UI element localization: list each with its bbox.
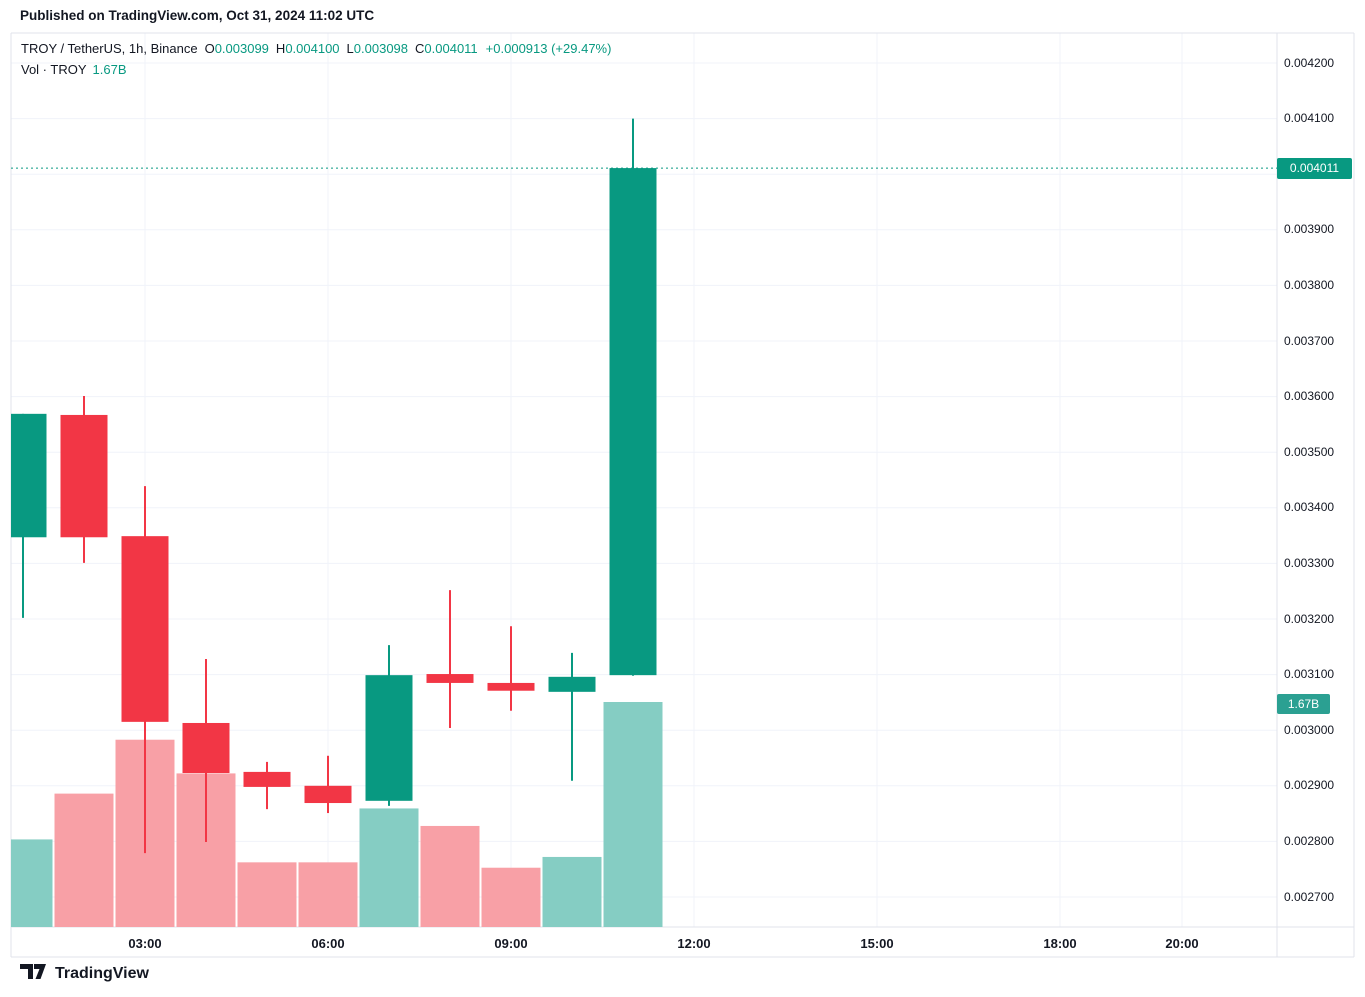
tradingview-logo-text[interactable]: TradingView xyxy=(55,965,149,982)
price-tick-0.003100: 0.003100 xyxy=(1284,667,1335,682)
price-tick-0.003300: 0.003300 xyxy=(1284,555,1335,570)
legend-change: +0.000913 (+29.47%) xyxy=(485,41,612,56)
price-tick-0.002900: 0.002900 xyxy=(1284,778,1335,793)
volume-bar-05:00 xyxy=(237,862,297,927)
ohlc-value-L: 0.003098 xyxy=(353,41,409,56)
price-tick-0.002700: 0.002700 xyxy=(1284,889,1335,904)
time-tick-03:00: 03:00 xyxy=(128,936,162,951)
ohlc-key-L: L xyxy=(346,41,354,56)
time-tick-20:00: 20:00 xyxy=(1165,936,1199,951)
volume-bar-10:00 xyxy=(542,856,602,927)
time-tick-06:00: 06:00 xyxy=(311,936,345,951)
price-tick-0.003700: 0.003700 xyxy=(1284,333,1335,348)
price-tick-0.003000: 0.003000 xyxy=(1284,722,1335,737)
chart-legend: TROY / TetherUS, 1h, Binance O0.003099 H0.… xyxy=(21,38,611,80)
published-line: Published on TradingView.com, Oct 31, 20… xyxy=(20,8,375,23)
candles xyxy=(11,118,657,854)
tradingview-logo-icon[interactable] xyxy=(20,963,47,985)
price-tick-0.003800: 0.003800 xyxy=(1284,277,1335,292)
ohlc-key-H: H xyxy=(275,41,286,56)
candle-09:00 xyxy=(487,626,535,711)
time-tick-09:00: 09:00 xyxy=(494,936,528,951)
ohlc-value-H: 0.004100 xyxy=(285,41,340,56)
ohlc-value-C: 0.004011 xyxy=(424,41,478,56)
price-tick-0.004200: 0.004200 xyxy=(1284,55,1335,70)
volume-title: Vol · TROY xyxy=(21,62,87,77)
volume-axis-label: 1.67B xyxy=(1277,694,1330,714)
price-tick-0.004100: 0.004100 xyxy=(1284,111,1335,126)
volume-bar-07:00 xyxy=(359,808,419,927)
candle-03:00 xyxy=(121,486,169,854)
symbol-title: TROY / TetherUS, 1h, Binance xyxy=(21,41,198,56)
candle-06:00 xyxy=(304,755,352,814)
candle-02:00 xyxy=(60,396,108,563)
candle-08:00 xyxy=(426,590,474,728)
tradingview-watermark: TradingView xyxy=(20,963,149,985)
volume-bar-08:00 xyxy=(420,825,480,927)
legend-row-symbol: TROY / TetherUS, 1h, Binance O0.003099 H0.… xyxy=(21,38,611,59)
legend-row-volume: Vol · TROY 1.67B xyxy=(21,59,611,80)
ohlc-key-C: C xyxy=(415,41,425,56)
candle-05:00 xyxy=(243,761,291,810)
volume-bar-02:00 xyxy=(54,793,114,927)
volume-bar-01:00 xyxy=(11,839,53,927)
time-tick-18:00: 18:00 xyxy=(1043,936,1077,951)
volume-value: 1.67B xyxy=(92,62,127,77)
ohlc-value-O: 0.003099 xyxy=(214,41,269,56)
candle-04:00 xyxy=(182,659,230,842)
legend-ohlc-values: O0.003099 H0.004100 L0.003098 C0.004011 xyxy=(198,41,478,56)
price-tick-0.002800: 0.002800 xyxy=(1284,833,1335,848)
candle-10:00 xyxy=(548,652,596,781)
ohlc-key-O: O xyxy=(204,41,215,56)
last-price-label: 0.004011 xyxy=(1277,157,1352,179)
price-tick-0.003900: 0.003900 xyxy=(1284,222,1335,237)
candle-11:00 xyxy=(609,118,657,676)
price-tick-0.003400: 0.003400 xyxy=(1284,500,1335,515)
candle-01:00 xyxy=(11,413,47,618)
candle-07:00 xyxy=(365,645,413,806)
volume-bar-09:00 xyxy=(481,867,541,927)
price-tick-0.003600: 0.003600 xyxy=(1284,389,1335,404)
volume-bars xyxy=(11,702,663,927)
price-tick-0.003500: 0.003500 xyxy=(1284,444,1335,459)
price-tick-0.003200: 0.003200 xyxy=(1284,611,1335,626)
time-tick-12:00: 12:00 xyxy=(677,936,711,951)
volume-bar-06:00 xyxy=(298,862,358,927)
time-tick-15:00: 15:00 xyxy=(860,936,894,951)
volume-bar-11:00 xyxy=(603,702,663,927)
chart-frame xyxy=(10,32,1355,958)
